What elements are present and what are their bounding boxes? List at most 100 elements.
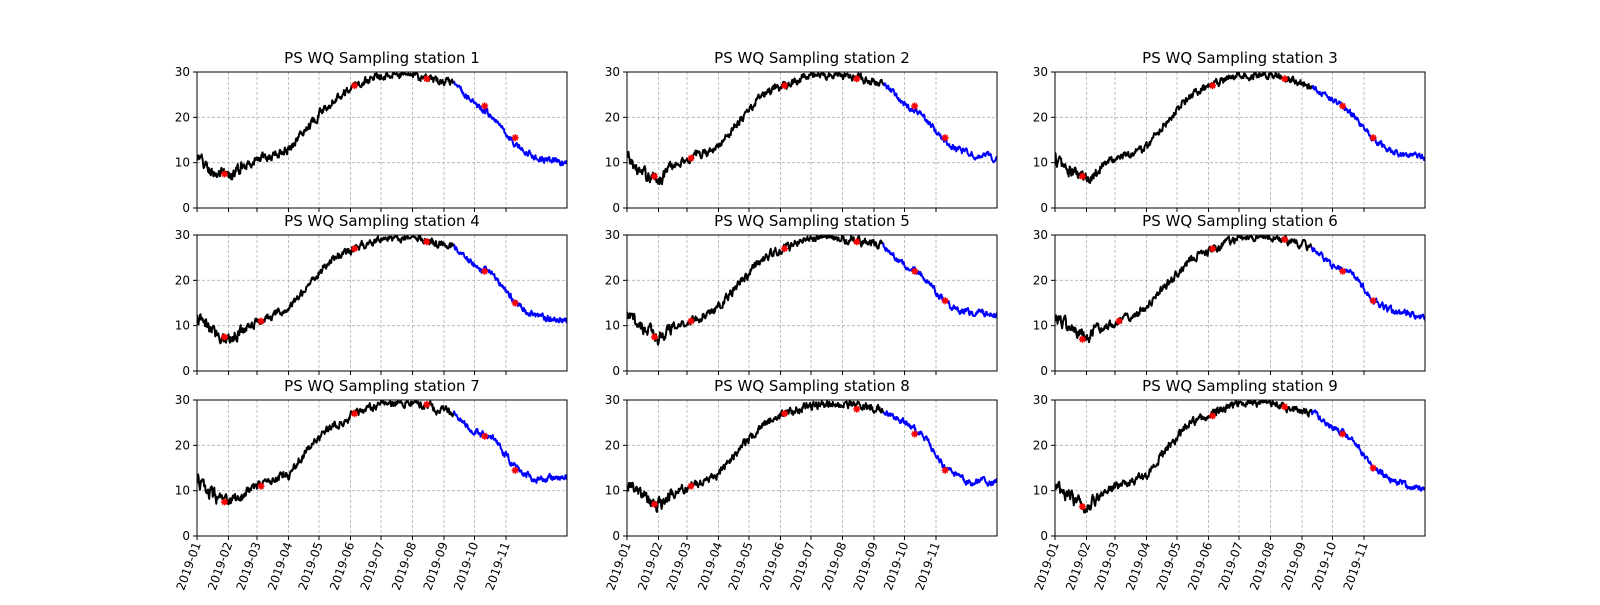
sample-marker xyxy=(781,410,789,418)
y-tick-label: 30 xyxy=(175,65,190,79)
y-tick-label: 0 xyxy=(1040,201,1048,215)
x-tick-label: 2019-07 xyxy=(787,540,817,592)
sample-marker xyxy=(650,172,658,180)
sample-marker xyxy=(1209,245,1217,253)
sample-marker xyxy=(1281,75,1289,83)
subplot-4: 0 10 20 30 PS WQ Sampling station 4 xyxy=(175,212,568,378)
series-line-black xyxy=(1055,72,1313,184)
sample-marker xyxy=(220,170,228,178)
y-tick-label: 30 xyxy=(1033,393,1048,407)
axes-frame xyxy=(626,71,998,209)
x-tick-label: 2019-04 xyxy=(1123,540,1153,592)
axes-frame xyxy=(1054,71,1426,209)
y-tick-label: 10 xyxy=(175,156,190,170)
sample-marker xyxy=(511,299,519,307)
sample-marker xyxy=(650,333,658,341)
y-tick-label: 20 xyxy=(605,438,620,452)
sample-marker xyxy=(1281,236,1289,244)
sample-marker xyxy=(257,317,265,325)
subplot-6: 0 10 20 30 PS WQ Sampling station 6 xyxy=(1033,212,1426,378)
series-line-blue xyxy=(452,410,567,484)
y-tick-label: 30 xyxy=(605,393,620,407)
y-tick-label: 30 xyxy=(175,228,190,242)
axes-frame xyxy=(196,234,568,372)
y-tick-label: 20 xyxy=(175,438,190,452)
axes-frame xyxy=(1054,234,1426,372)
y-tick-label: 30 xyxy=(1033,228,1048,242)
sample-marker xyxy=(1078,503,1086,511)
sample-marker xyxy=(1369,464,1377,472)
y-tick-label: 20 xyxy=(605,273,620,287)
y-tick-label: 10 xyxy=(175,484,190,498)
axes-frame xyxy=(196,71,568,209)
subplot-title: PS WQ Sampling station 5 xyxy=(714,212,910,230)
sample-marker xyxy=(481,267,489,275)
sample-marker xyxy=(1339,267,1347,275)
sample-marker xyxy=(911,267,919,275)
y-tick-label: 10 xyxy=(1033,484,1048,498)
y-tick-label: 0 xyxy=(182,529,190,543)
subplot-1: 0 10 20 30 PS WQ Sampling station 1 xyxy=(175,49,568,215)
x-tick-label: 2019-09 xyxy=(851,540,881,592)
sample-marker xyxy=(1115,317,1123,325)
y-tick-label: 10 xyxy=(605,484,620,498)
x-tick-label: 2019-07 xyxy=(357,540,387,592)
sample-marker xyxy=(257,482,265,490)
y-tick-label: 0 xyxy=(612,364,620,378)
sample-marker xyxy=(423,401,431,409)
subplot-title: PS WQ Sampling station 3 xyxy=(1142,49,1338,67)
series-line-black xyxy=(1055,400,1313,514)
y-tick-label: 20 xyxy=(1033,273,1048,287)
series-line-black xyxy=(627,235,884,346)
y-tick-label: 0 xyxy=(612,529,620,543)
subplot-2: 0 10 20 30 PS WQ Sampling station 2 xyxy=(605,49,998,215)
sample-marker xyxy=(650,500,658,508)
subplot-title: PS WQ Sampling station 2 xyxy=(714,49,910,67)
y-tick-label: 30 xyxy=(605,65,620,79)
x-tick-label: 2019-06 xyxy=(1185,540,1215,592)
x-tick-label: 2019-05 xyxy=(1153,540,1183,592)
subplot-title: PS WQ Sampling station 7 xyxy=(284,377,480,395)
series-line-blue xyxy=(882,410,997,487)
sample-marker xyxy=(1078,335,1086,343)
x-tick-label: 2019-08 xyxy=(1247,540,1277,592)
x-tick-label: 2019-08 xyxy=(819,540,849,592)
x-tick-label: 2019-01 xyxy=(604,540,634,592)
x-tick-label: 2019-03 xyxy=(663,540,693,592)
series-line-black xyxy=(627,72,885,186)
subplot-3: 0 10 20 30 PS WQ Sampling station 3 xyxy=(1033,49,1426,215)
subplot-title: PS WQ Sampling station 4 xyxy=(284,212,480,230)
x-tick-label: 2019-02 xyxy=(1063,540,1093,592)
y-tick-label: 30 xyxy=(1033,65,1048,79)
y-tick-label: 10 xyxy=(605,319,620,333)
sample-marker xyxy=(1369,297,1377,305)
axes-frame xyxy=(626,234,998,372)
x-tick-label: 2019-05 xyxy=(725,540,755,592)
series-line-black xyxy=(197,235,455,345)
sample-marker xyxy=(481,432,489,440)
sample-marker xyxy=(853,238,861,246)
subplot-5: 0 10 20 30 PS WQ Sampling station 5 xyxy=(605,212,998,378)
sample-marker xyxy=(941,466,949,474)
sample-marker xyxy=(1369,134,1377,142)
y-tick-label: 0 xyxy=(1040,364,1048,378)
sample-marker xyxy=(351,410,359,418)
series-line-blue xyxy=(452,80,567,167)
x-tick-label: 2019-03 xyxy=(1091,540,1121,592)
sample-marker xyxy=(781,82,789,90)
y-tick-label: 0 xyxy=(1040,529,1048,543)
x-tick-label: 2019-04 xyxy=(265,540,295,592)
subplot-title: PS WQ Sampling station 8 xyxy=(714,377,910,395)
series-line-black xyxy=(627,400,885,513)
x-tick-label: 2019-08 xyxy=(389,540,419,592)
subplot-title: PS WQ Sampling station 9 xyxy=(1142,377,1338,395)
sample-marker xyxy=(1339,430,1347,438)
sample-marker xyxy=(220,498,228,506)
sample-marker xyxy=(687,482,695,490)
sample-marker xyxy=(481,102,489,110)
